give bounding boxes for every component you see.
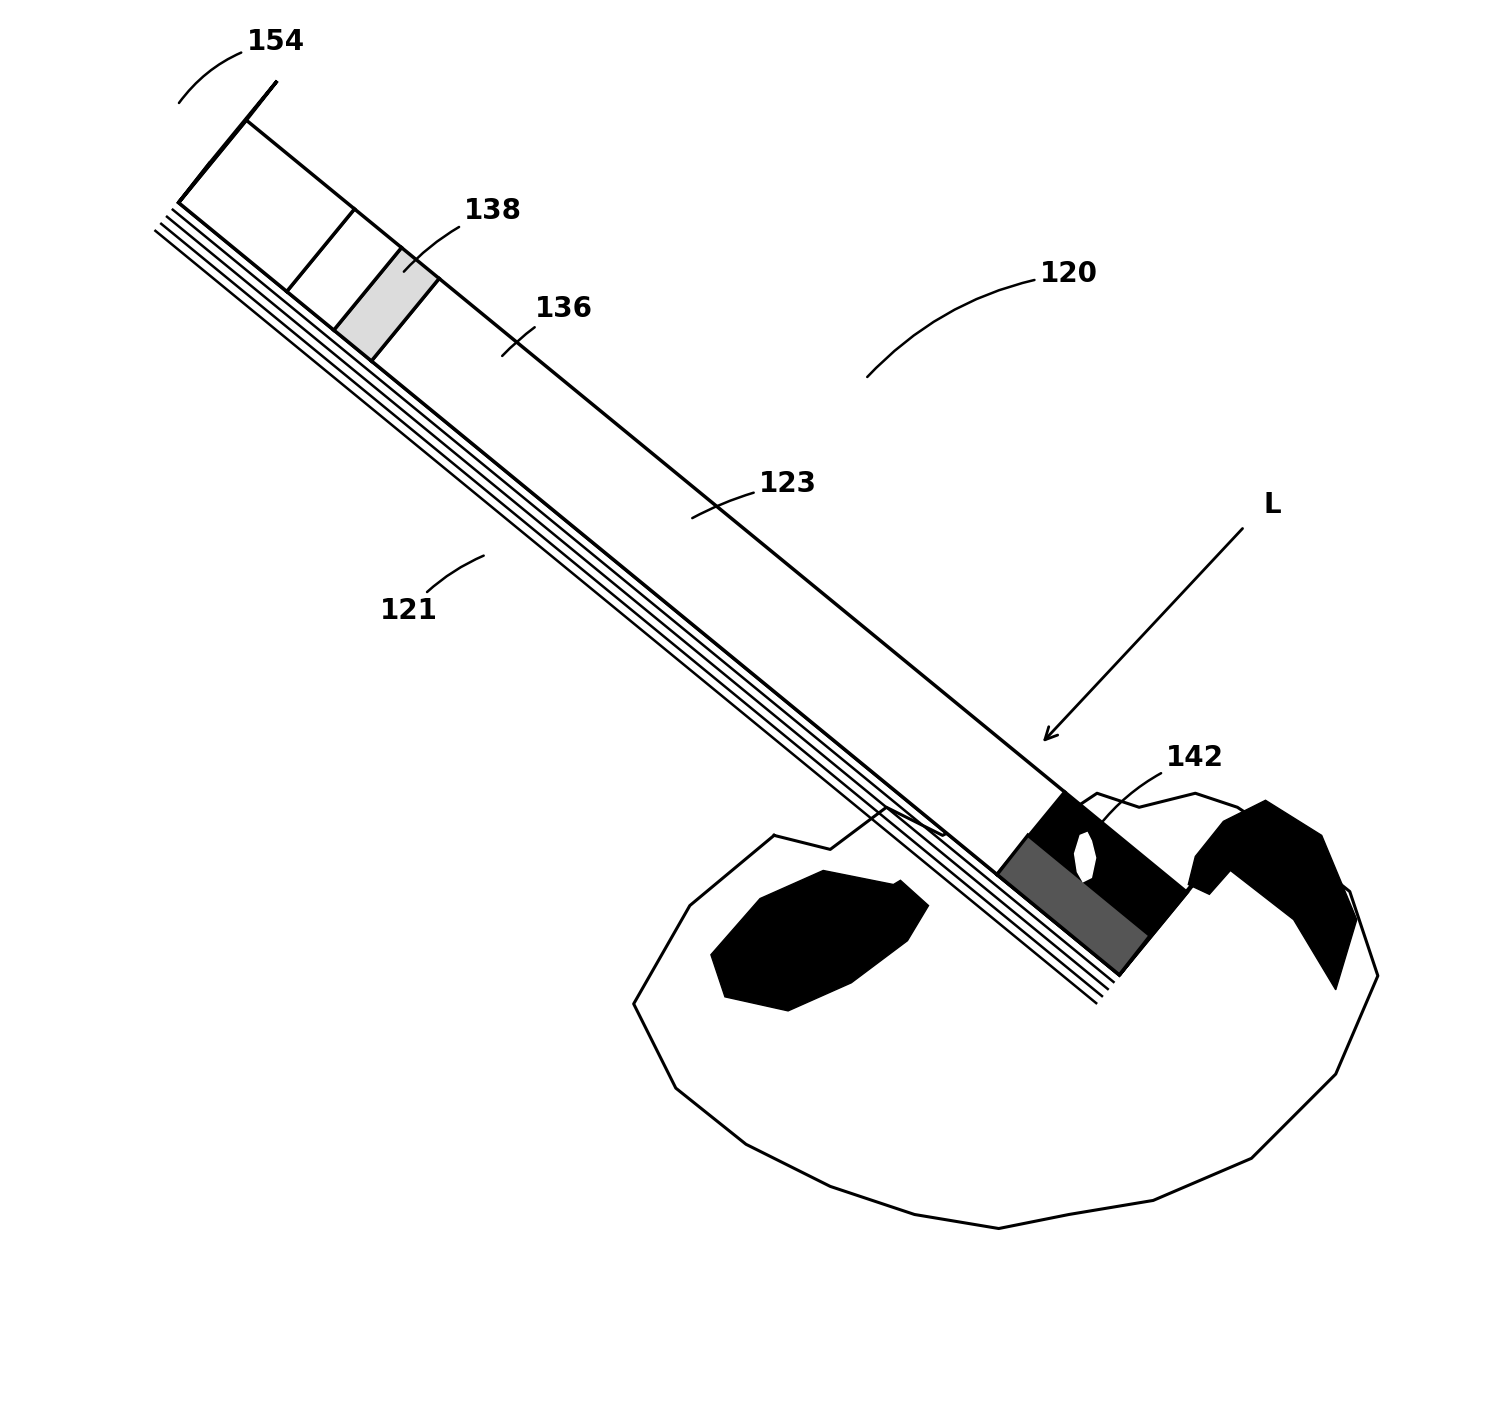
Text: L: L xyxy=(1264,492,1282,519)
Polygon shape xyxy=(179,163,318,292)
Polygon shape xyxy=(1074,832,1095,882)
Polygon shape xyxy=(179,81,278,203)
Polygon shape xyxy=(286,208,401,330)
Text: 120: 120 xyxy=(867,259,1098,377)
Text: 142: 142 xyxy=(1098,744,1225,827)
Polygon shape xyxy=(334,291,403,362)
Text: 136: 136 xyxy=(503,295,592,356)
Polygon shape xyxy=(634,793,1377,1228)
Text: 154: 154 xyxy=(179,28,304,104)
Polygon shape xyxy=(286,252,364,330)
Text: 138: 138 xyxy=(404,197,522,272)
Polygon shape xyxy=(334,248,439,362)
Polygon shape xyxy=(997,835,1150,976)
Polygon shape xyxy=(710,871,928,1011)
Polygon shape xyxy=(179,121,355,292)
Polygon shape xyxy=(372,278,1065,875)
Text: 123: 123 xyxy=(692,471,818,518)
Polygon shape xyxy=(372,322,1028,875)
Polygon shape xyxy=(997,793,1188,976)
Polygon shape xyxy=(1119,854,1217,976)
Polygon shape xyxy=(1188,800,1356,990)
Polygon shape xyxy=(997,835,1150,976)
Text: 121: 121 xyxy=(380,556,483,625)
